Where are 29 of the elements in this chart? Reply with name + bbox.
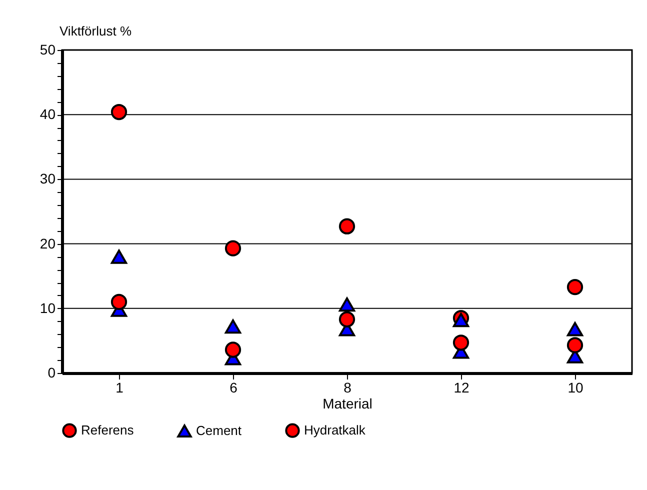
- legend-label: Cement: [196, 423, 242, 438]
- x-tick-label: 10: [568, 380, 584, 396]
- point: [566, 279, 584, 296]
- y-axis-title: Viktförlust %: [60, 24, 132, 38]
- y-tick-label: 40: [40, 106, 56, 122]
- point: [452, 334, 470, 351]
- y-tick-label: 30: [40, 170, 56, 187]
- legend-label: Referens: [81, 422, 134, 438]
- point: [110, 294, 128, 310]
- point: [224, 342, 242, 358]
- x-tick-label: 1: [116, 380, 124, 396]
- x-axis-title: Material: [322, 396, 372, 412]
- point: [338, 218, 356, 234]
- point: [224, 240, 242, 256]
- point: [566, 337, 584, 354]
- point: [110, 104, 128, 120]
- x-tick-label: 6: [230, 380, 238, 396]
- legend-label: Hydratkalk: [304, 422, 366, 438]
- point: [110, 250, 128, 264]
- x-tick-label: 8: [344, 380, 352, 396]
- y-tick-label: 10: [40, 300, 56, 316]
- y-tick-label: 50: [40, 42, 56, 58]
- point: [338, 311, 356, 328]
- point: [566, 322, 584, 336]
- point: [224, 319, 242, 334]
- y-tick-label: 0: [48, 364, 56, 380]
- x-tick-label: 12: [454, 380, 470, 396]
- y-tick-label: 20: [40, 235, 56, 252]
- point: [338, 297, 356, 312]
